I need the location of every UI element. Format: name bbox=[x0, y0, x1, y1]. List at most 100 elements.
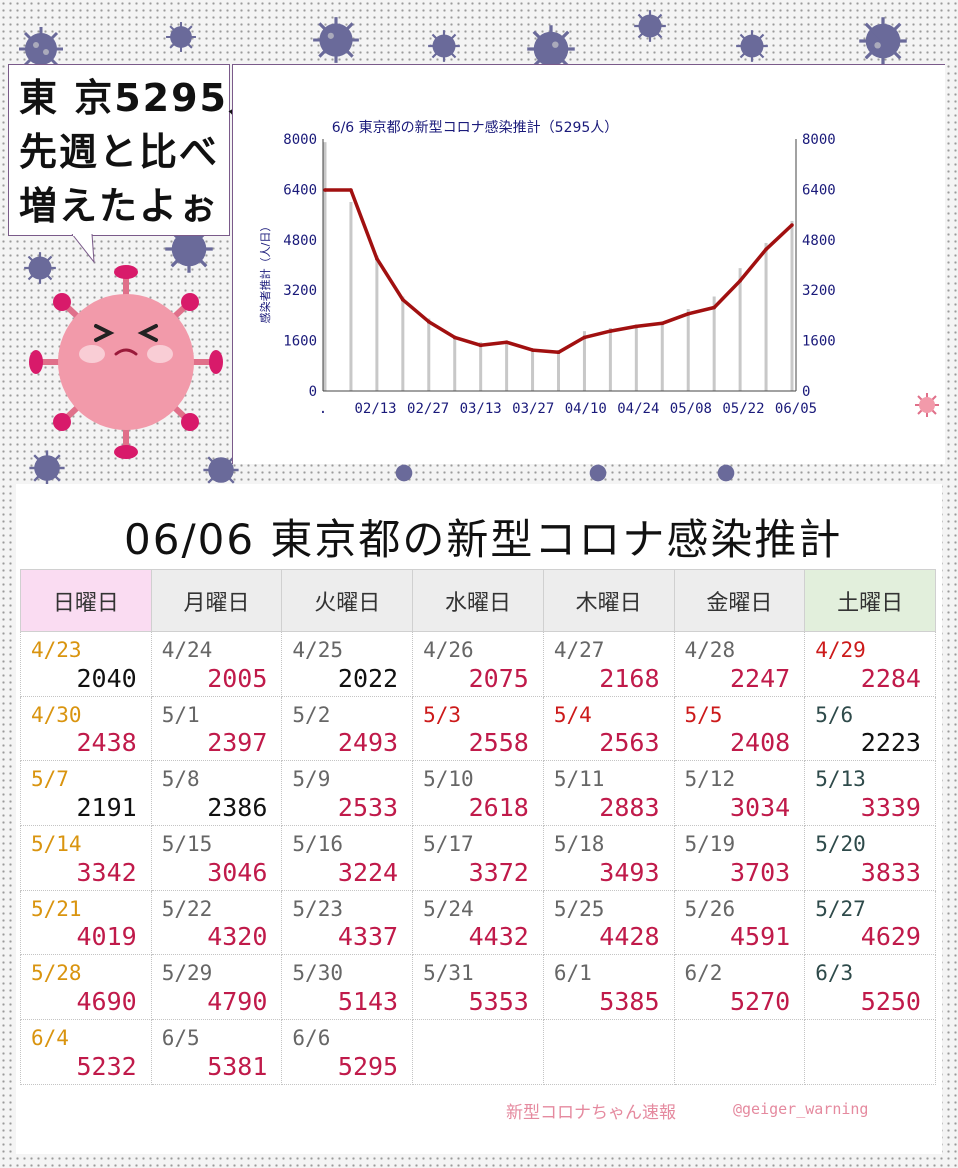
cell-value: 4790 bbox=[207, 987, 268, 1017]
day-cell: 5/30 5143 bbox=[281, 954, 414, 1021]
trend-line bbox=[325, 188, 794, 355]
day-cell: 6/1 5385 bbox=[542, 954, 675, 1021]
small-virus-icon bbox=[915, 393, 939, 417]
cell-date: 4/29 bbox=[815, 638, 866, 662]
cell-date: 5/2 bbox=[292, 702, 331, 727]
cell-value: 4591 bbox=[730, 922, 791, 952]
cell-value: 2191 bbox=[76, 793, 137, 823]
cell-date: 5/19 bbox=[684, 832, 736, 857]
cell-value: 5232 bbox=[76, 1051, 137, 1081]
weekday-header: 火曜日 bbox=[281, 569, 414, 632]
cell-date: 5/24 bbox=[423, 896, 474, 921]
day-cell: 5/5 2408 bbox=[673, 695, 806, 762]
cell-date: 5/15 bbox=[161, 832, 213, 857]
cell-value: 2075 bbox=[468, 663, 529, 693]
cell-value: 4320 bbox=[207, 922, 268, 952]
line-point bbox=[504, 340, 509, 344]
day-cell: 4/25 2022 bbox=[281, 631, 414, 697]
x-tick-label: 06/05 bbox=[775, 401, 817, 417]
chart-title: 6/6 東京都の新型コロナ感染推計（5295人） bbox=[332, 119, 619, 136]
cell-date: 5/12 bbox=[684, 767, 736, 792]
weekday-header-row: 日曜日 月曜日 火曜日 水曜日 木曜日 金曜日 土曜日 bbox=[20, 569, 936, 632]
cell-value: 2533 bbox=[337, 793, 399, 823]
day-cell: 4/23 2040 bbox=[20, 631, 152, 697]
day-cell: 5/21 4019 bbox=[20, 889, 152, 956]
cell-date: 4/30 bbox=[31, 702, 82, 727]
y-tick-right: 8000 bbox=[802, 132, 836, 148]
x-tick-label: 03/27 bbox=[512, 401, 554, 417]
table-row: 5/21 4019 5/22 4320 5/23 4337 5/24 4432 5/25 4428… bbox=[20, 889, 936, 956]
cell-value: 3342 bbox=[76, 857, 137, 887]
line-point bbox=[323, 188, 327, 192]
y-tick-left: 0 bbox=[309, 384, 317, 400]
footer-handle: @geiger_warning bbox=[733, 1100, 869, 1118]
chart-bar bbox=[453, 335, 457, 391]
table-row: 4/30 2438 5/1 2397 5/2 2493 5/3 2558 5/4 2563 5/5 2… bbox=[20, 695, 936, 762]
weekday-header: 月曜日 bbox=[150, 569, 283, 632]
virus-icon bbox=[313, 17, 359, 63]
cell-date: 6/4 bbox=[31, 1026, 69, 1051]
day-cell bbox=[542, 1019, 675, 1085]
y-tick-right: 1600 bbox=[802, 334, 836, 350]
day-cell: 5/22 4320 bbox=[150, 889, 283, 956]
chart-bar bbox=[375, 255, 379, 391]
cell-date: 6/3 bbox=[815, 961, 854, 986]
cell-value: 3034 bbox=[730, 793, 791, 823]
cell-value: 5143 bbox=[337, 987, 399, 1017]
weekday-header: 土曜日 bbox=[804, 569, 936, 632]
y-tick-left: 3200 bbox=[283, 283, 317, 299]
cell-value: 3833 bbox=[860, 857, 921, 887]
day-cell: 6/6 5295 bbox=[281, 1019, 414, 1085]
cell-date: 5/8 bbox=[161, 767, 200, 792]
cell-value: 3046 bbox=[207, 857, 268, 887]
line-point bbox=[660, 321, 665, 326]
cell-date: 5/28 bbox=[31, 961, 82, 986]
chart-ylabel: 感染者推計（人/日） bbox=[258, 221, 272, 324]
day-cell: 5/16 3224 bbox=[281, 825, 414, 891]
day-cell: 4/29 2284 bbox=[804, 631, 936, 697]
cell-date: 4/27 bbox=[553, 638, 605, 662]
cell-date: 5/30 bbox=[292, 961, 343, 986]
line-point bbox=[608, 329, 613, 333]
cell-date: 5/29 bbox=[161, 961, 213, 986]
cell-date: 5/10 bbox=[423, 767, 474, 792]
day-cell: 4/24 2005 bbox=[150, 631, 283, 697]
cell-date: 4/26 bbox=[423, 638, 474, 662]
virus-icon bbox=[527, 25, 575, 73]
chart-bar bbox=[401, 296, 405, 391]
day-cell: 6/4 5232 bbox=[20, 1019, 152, 1085]
calendar-table: 日曜日 月曜日 火曜日 水曜日 木曜日 金曜日 土曜日 4/23 2040 4/24 2005 4/… bbox=[20, 569, 936, 1085]
x-tick-label: 03/13 bbox=[460, 401, 502, 417]
cell-date: 5/23 bbox=[292, 896, 343, 921]
virus-icon bbox=[203, 456, 239, 484]
day-cell: 5/20 3833 bbox=[804, 825, 936, 891]
cell-date: 5/18 bbox=[553, 832, 605, 857]
line-point bbox=[790, 223, 794, 227]
x-tick-label: 04/24 bbox=[617, 401, 659, 417]
weekday-header: 木曜日 bbox=[542, 569, 675, 632]
day-cell: 5/28 4690 bbox=[20, 954, 152, 1021]
day-cell bbox=[412, 1019, 544, 1085]
day-cell: 5/24 4432 bbox=[412, 889, 544, 956]
weekday-header: 金曜日 bbox=[673, 569, 806, 632]
cell-value: 5353 bbox=[468, 987, 529, 1017]
day-cell: 5/4 2563 bbox=[542, 695, 675, 762]
chart-bar bbox=[323, 142, 327, 391]
cell-date: 5/3 bbox=[423, 702, 462, 727]
line-point bbox=[686, 312, 691, 316]
cell-date: 5/7 bbox=[31, 767, 69, 792]
chart-bar bbox=[712, 296, 716, 391]
chart-bar bbox=[608, 328, 612, 391]
day-cell: 5/2 2493 bbox=[281, 695, 414, 762]
day-cell: 5/29 4790 bbox=[150, 954, 283, 1021]
chart: 6/6 東京都の新型コロナ感染推計（5295人） 感染者推計（人/日） 0 0 16… bbox=[258, 119, 836, 417]
line-point bbox=[738, 278, 742, 283]
x-tick-label: 02/13 bbox=[354, 401, 396, 417]
y-tick-right: 6400 bbox=[802, 182, 836, 198]
cell-date: 6/6 bbox=[292, 1026, 331, 1051]
day-cell: 4/30 2438 bbox=[20, 695, 152, 762]
cell-value: 2438 bbox=[76, 728, 137, 758]
cell-date: 5/4 bbox=[553, 702, 592, 727]
x-tick-label: 05/22 bbox=[722, 401, 764, 417]
x-tick-label: 05/08 bbox=[670, 401, 712, 417]
